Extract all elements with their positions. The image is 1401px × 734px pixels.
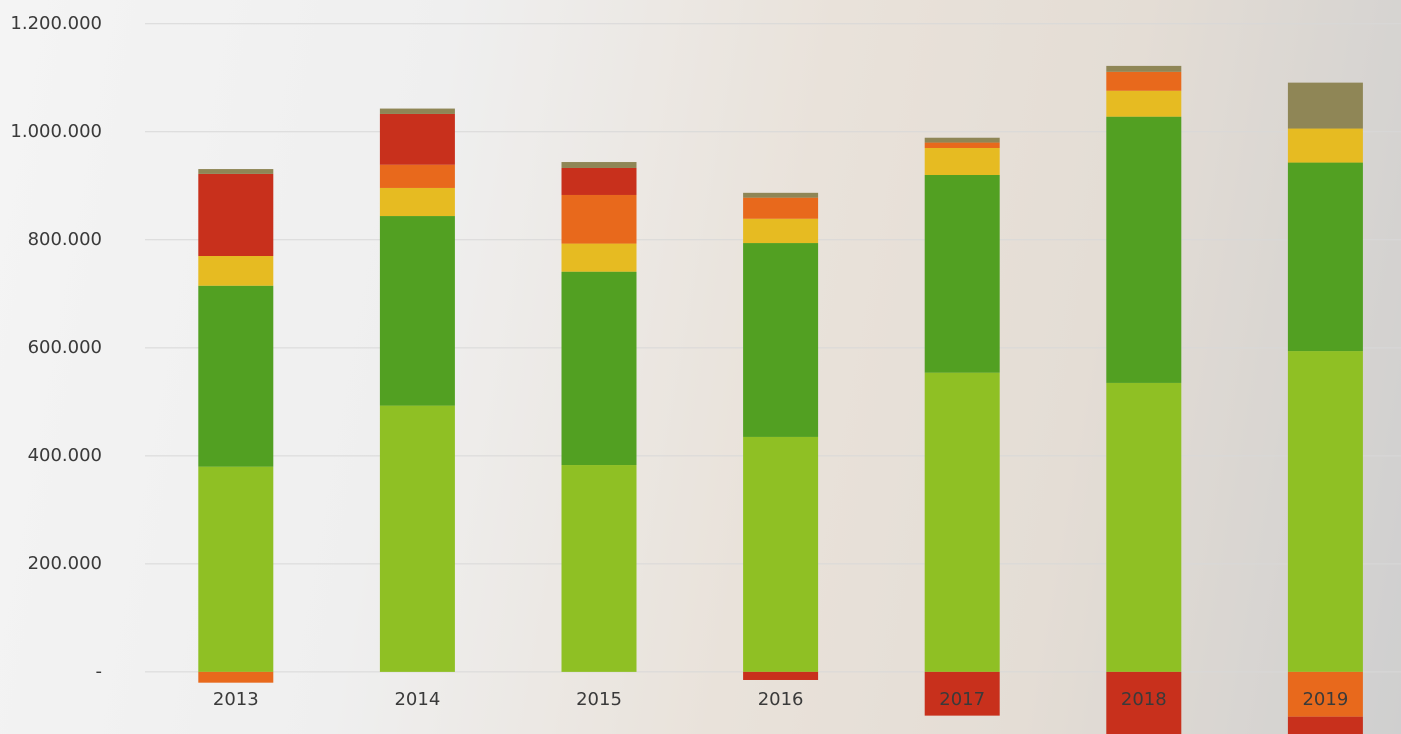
bar-segment [379, 187, 455, 217]
bar-segment [198, 285, 274, 467]
y-tick-label: 800.000 [28, 229, 102, 250]
bar-segment [1287, 716, 1363, 734]
x-tick-label: 2013 [213, 689, 259, 710]
bar-segment [924, 142, 1000, 148]
bar-segment [743, 671, 819, 680]
bar-segment [924, 372, 1000, 672]
bar-segment [924, 147, 1000, 175]
bar-segment [379, 164, 455, 188]
bar-segment [1106, 90, 1182, 117]
bar-segment [924, 137, 1000, 143]
bar-segment [379, 113, 455, 165]
bar-segment [1287, 671, 1363, 717]
bar-segment [379, 216, 455, 406]
bar-segment [198, 173, 274, 257]
bar-segment [1106, 382, 1182, 672]
x-tick-label: 2019 [1302, 689, 1348, 710]
bar-segment [924, 671, 1000, 716]
x-tick-label: 2018 [1121, 689, 1167, 710]
y-tick-label: - [96, 661, 103, 682]
y-tick-label: 1.000.000 [10, 121, 102, 142]
bar-segment [198, 169, 274, 174]
y-tick-label: 400.000 [28, 445, 102, 466]
bar-segment [743, 192, 819, 198]
y-tick-label: 1.200.000 [10, 13, 102, 34]
x-tick-label: 2016 [758, 689, 804, 710]
bar-segment [379, 108, 455, 114]
bar-segment [743, 197, 819, 219]
x-tick-label: 2014 [394, 689, 440, 710]
x-tick-label: 2015 [576, 689, 622, 710]
bar-segment [379, 405, 455, 672]
x-tick-label: 2017 [939, 689, 985, 710]
bar-segment [561, 167, 637, 195]
bar-segment [743, 243, 819, 437]
bar-segment [1106, 671, 1182, 734]
bar-segment [561, 271, 637, 466]
bar-segment [1287, 351, 1363, 672]
bar-segment [1287, 128, 1363, 163]
bar-segment [1287, 82, 1363, 129]
bar-segment [561, 194, 637, 244]
bar-segment [1106, 65, 1182, 72]
bar-segment [1106, 116, 1182, 383]
bar-segment [743, 218, 819, 244]
bar-segment [1106, 71, 1182, 91]
bar-segment [561, 243, 637, 272]
bar-segment [561, 162, 637, 168]
y-tick-label: 600.000 [28, 337, 102, 358]
bar-segment [1287, 162, 1363, 352]
bar-segment [198, 671, 274, 683]
bar-segment [743, 436, 819, 672]
bar-segment [198, 466, 274, 672]
y-tick-label: 200.000 [28, 553, 102, 574]
bar-segment [198, 256, 274, 286]
bar-segment [561, 465, 637, 672]
bar-segment [924, 174, 1000, 373]
